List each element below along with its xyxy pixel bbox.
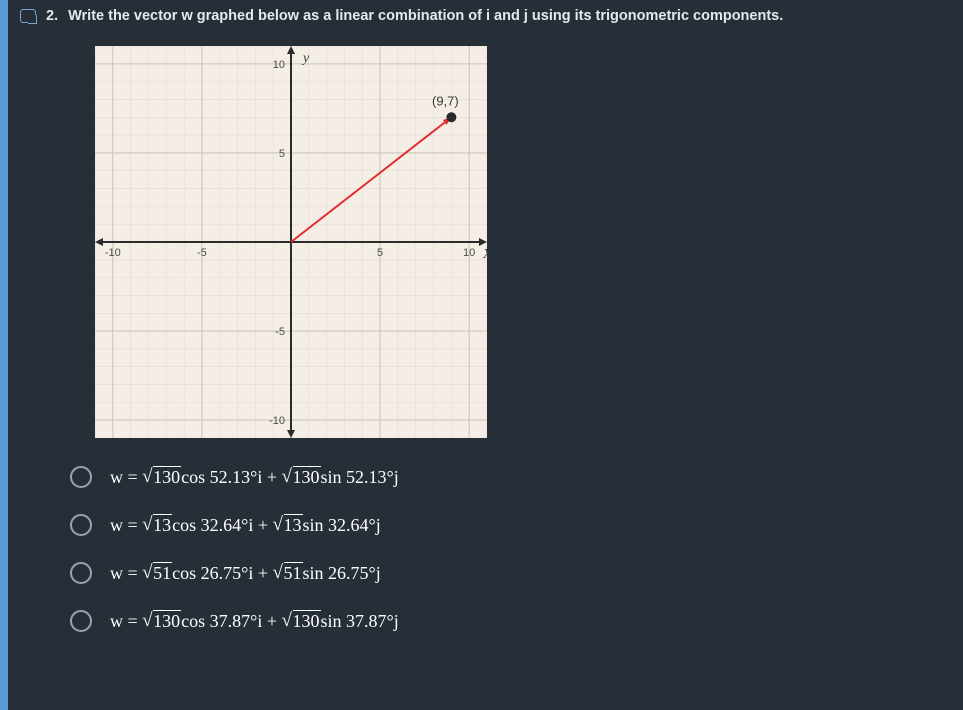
accent-sidebar <box>0 0 8 710</box>
option-b[interactable]: w = 13cos 32.64°i + 13sin 32.64°j <box>70 514 945 536</box>
option-c[interactable]: w = 51cos 26.75°i + 51sin 26.75°j <box>70 562 945 584</box>
svg-text:y: y <box>301 51 310 66</box>
flag-icon[interactable] <box>20 9 36 23</box>
svg-text:-10: -10 <box>105 247 121 259</box>
svg-text:-10: -10 <box>269 415 285 427</box>
formula-a: w = 130cos 52.13°i + 130sin 52.13°j <box>110 467 399 488</box>
svg-text:(9,7): (9,7) <box>432 93 459 108</box>
answer-options: w = 130cos 52.13°i + 130sin 52.13°j w = … <box>70 466 945 632</box>
question-header: 2. Write the vector w graphed below as a… <box>20 8 945 24</box>
option-a[interactable]: w = 130cos 52.13°i + 130sin 52.13°j <box>70 466 945 488</box>
svg-text:10: 10 <box>463 247 475 259</box>
question-text: Write the vector w graphed below as a li… <box>68 8 783 24</box>
chart-container: -10 -5 5 10 5 10 -5 -10 Xy (9,7) <box>95 46 945 438</box>
svg-text:-5: -5 <box>275 326 285 338</box>
radio-d[interactable] <box>70 610 92 632</box>
question-content: 2. Write the vector w graphed below as a… <box>0 0 963 650</box>
radio-c[interactable] <box>70 562 92 584</box>
svg-text:5: 5 <box>377 247 383 259</box>
question-number: 2. <box>46 8 58 24</box>
vector-chart: -10 -5 5 10 5 10 -5 -10 Xy (9,7) <box>95 46 487 438</box>
formula-b: w = 13cos 32.64°i + 13sin 32.64°j <box>110 515 381 536</box>
svg-text:-5: -5 <box>197 247 207 259</box>
option-d[interactable]: w = 130cos 37.87°i + 130sin 37.87°j <box>70 610 945 632</box>
formula-c: w = 51cos 26.75°i + 51sin 26.75°j <box>110 563 381 584</box>
radio-b[interactable] <box>70 514 92 536</box>
svg-text:5: 5 <box>279 148 285 160</box>
radio-a[interactable] <box>70 466 92 488</box>
svg-text:10: 10 <box>273 59 285 71</box>
chart-svg: -10 -5 5 10 5 10 -5 -10 Xy (9,7) <box>95 46 487 438</box>
formula-d: w = 130cos 37.87°i + 130sin 37.87°j <box>110 611 399 632</box>
svg-text:X: X <box>482 247 487 262</box>
